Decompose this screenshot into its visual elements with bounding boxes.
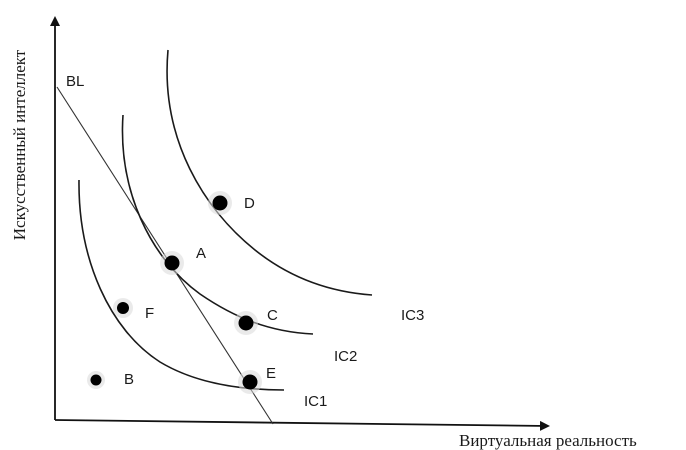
point-b [90,374,102,386]
ic2-label: IC2 [334,348,357,365]
point-b-label: B [124,371,134,388]
ic3-label: IC3 [401,307,424,324]
point-c [238,315,254,331]
x-axis [54,419,550,431]
indifference-curve-ic3 [166,49,373,296]
indifference-curve-ic2 [121,114,314,335]
point-f-label: F [145,305,154,322]
x-axis-title: Виртуальная реальность [459,431,637,450]
point-e-label: E [266,365,276,382]
ic1-label: IC1 [304,393,327,410]
point-f [117,302,129,314]
indifference-curve-ic1 [78,179,285,391]
point-d [212,195,228,211]
budget-line-label: BL [66,73,84,90]
y-axis-title: Искусственный интеллект [10,49,29,240]
point-c-label: C [267,307,278,324]
point-e [242,374,258,390]
point-d-label: D [244,195,255,212]
point-a-label: A [196,245,206,262]
point-a [164,255,180,271]
